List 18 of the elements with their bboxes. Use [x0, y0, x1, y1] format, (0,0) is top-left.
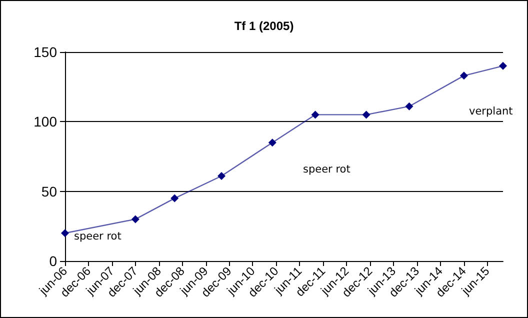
- y-tick-label: 50: [41, 183, 58, 200]
- point: [170, 194, 179, 202]
- point: [268, 138, 276, 147]
- y-tick-label: 100: [34, 114, 58, 130]
- point: [131, 215, 140, 224]
- point: [499, 62, 507, 70]
- y-tick-label: 0: [49, 253, 58, 269]
- chart-title: Tf 1 (2005): [234, 19, 294, 33]
- point: [61, 229, 69, 238]
- point: [362, 110, 370, 119]
- point: [460, 72, 468, 80]
- y-tick-label: 150: [34, 44, 58, 60]
- point: [311, 110, 320, 119]
- point: [217, 172, 226, 180]
- annotation: verplant: [469, 106, 513, 118]
- annotation: speer rot: [74, 230, 122, 242]
- annotation: speer rot: [303, 164, 350, 176]
- point: [405, 102, 414, 110]
